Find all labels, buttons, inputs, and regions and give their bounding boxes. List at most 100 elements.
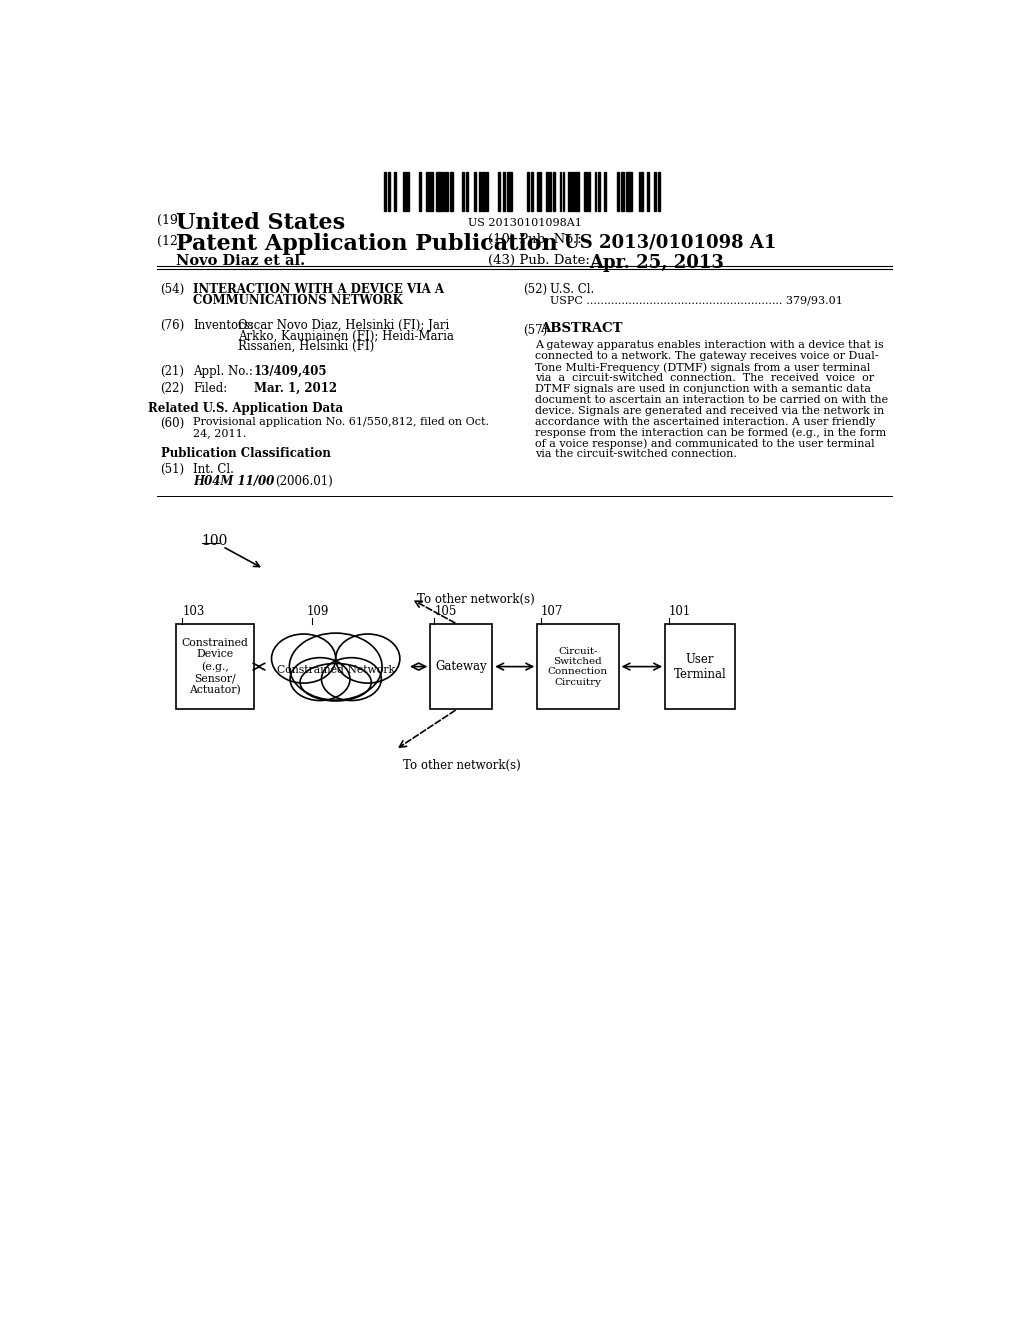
Bar [264, 622, 407, 711]
Bar [451, 173, 453, 211]
Text: US 2013/0101098 A1: US 2013/0101098 A1 [563, 234, 776, 251]
Bar [617, 173, 618, 211]
Text: 105: 105 [434, 605, 457, 618]
Text: (51): (51) [161, 462, 184, 475]
Text: response from the interaction can be formed (e.g., in the form: response from the interaction can be for… [535, 428, 886, 438]
Bar [388, 173, 390, 211]
Bar [403, 173, 406, 211]
Text: ABSTRACT: ABSTRACT [540, 322, 623, 335]
Bar [462, 173, 464, 211]
Bar [482, 173, 484, 211]
Text: United States: United States [176, 211, 345, 234]
Bar [503, 173, 505, 211]
Text: 103: 103 [182, 605, 205, 618]
Text: Tone Multi-Frequency (DTMF) signals from a user terminal: Tone Multi-Frequency (DTMF) signals from… [535, 362, 870, 372]
Text: (54): (54) [161, 284, 184, 296]
Bar [474, 173, 476, 211]
Text: (43) Pub. Date:: (43) Pub. Date: [488, 253, 590, 267]
Text: Oscar Novo Diaz, Helsinki (FI); Jari: Oscar Novo Diaz, Helsinki (FI); Jari [238, 318, 450, 331]
Bar [176, 624, 254, 709]
Bar [621, 173, 624, 211]
Bar [665, 624, 735, 709]
Text: U.S. Cl.: U.S. Cl. [550, 284, 595, 296]
Bar [445, 173, 449, 211]
Bar [538, 624, 618, 709]
Bar [654, 173, 655, 211]
Text: (60): (60) [161, 417, 184, 430]
Text: (76): (76) [161, 318, 184, 331]
Bar [435, 173, 437, 211]
Bar [420, 173, 421, 211]
Text: document to ascertain an interaction to be carried on with the: document to ascertain an interaction to … [535, 395, 888, 405]
Text: 24, 2011.: 24, 2011. [194, 428, 247, 438]
Text: Gateway: Gateway [435, 660, 487, 673]
Bar [507, 173, 509, 211]
Text: User
Terminal: User Terminal [674, 652, 726, 681]
Bar [531, 173, 534, 211]
Text: via  a  circuit-switched  connection.  The  received  voice  or: via a circuit-switched connection. The r… [535, 374, 874, 383]
Bar [598, 173, 600, 211]
Bar [568, 173, 570, 211]
Text: Appl. No.:: Appl. No.: [194, 364, 253, 378]
Text: (2006.01): (2006.01) [275, 475, 333, 488]
Text: Apr. 25, 2013: Apr. 25, 2013 [589, 253, 724, 272]
Text: Mar. 1, 2012: Mar. 1, 2012 [254, 381, 337, 395]
Text: Inventors:: Inventors: [194, 318, 254, 331]
Bar [547, 173, 549, 211]
Text: Constrained
Device
(e.g.,
Sensor/
Actuator): Constrained Device (e.g., Sensor/ Actuat… [181, 638, 248, 696]
Bar [407, 173, 409, 211]
Text: (57): (57) [523, 323, 548, 337]
Text: connected to a network. The gateway receives voice or Dual-: connected to a network. The gateway rece… [535, 351, 879, 362]
Text: INTERACTION WITH A DEVICE VIA A: INTERACTION WITH A DEVICE VIA A [194, 284, 444, 296]
Text: (21): (21) [161, 364, 184, 378]
Text: 107: 107 [541, 605, 563, 618]
Text: Related U.S. Application Data: Related U.S. Application Data [148, 401, 343, 414]
Bar [572, 173, 574, 211]
Text: US 20130101098A1: US 20130101098A1 [468, 218, 582, 228]
Bar [498, 173, 500, 211]
Bar [658, 173, 660, 211]
Bar [641, 173, 643, 211]
Ellipse shape [271, 634, 336, 684]
Bar [630, 173, 632, 211]
Text: Constrained Network: Constrained Network [276, 665, 395, 676]
Text: (22): (22) [161, 381, 184, 395]
Bar [539, 173, 541, 211]
Bar [486, 173, 488, 211]
Text: A gateway apparatus enables interaction with a device that is: A gateway apparatus enables interaction … [535, 341, 884, 350]
Bar [627, 173, 629, 211]
Bar [479, 173, 481, 211]
Bar [430, 173, 432, 211]
Text: device. Signals are generated and received via the network in: device. Signals are generated and receiv… [535, 405, 884, 416]
Ellipse shape [300, 664, 372, 701]
Text: Rissanen, Helsinki (FI): Rissanen, Helsinki (FI) [238, 341, 375, 354]
Text: (10) Pub. No.:: (10) Pub. No.: [488, 234, 582, 246]
Bar [563, 173, 564, 211]
Bar [437, 173, 439, 211]
Text: COMMUNICATIONS NETWORK: COMMUNICATIONS NETWORK [194, 294, 403, 308]
Text: Circuit-
Switched
Connection
Circuitry: Circuit- Switched Connection Circuitry [548, 647, 608, 686]
Bar [440, 173, 442, 211]
Text: 13/409,405: 13/409,405 [254, 364, 327, 378]
Text: DTMF signals are used in conjunction with a semantic data: DTMF signals are used in conjunction wit… [535, 384, 870, 393]
Text: 100: 100 [202, 535, 228, 548]
Ellipse shape [290, 634, 382, 700]
Bar [647, 173, 649, 211]
Text: via the circuit-switched connection.: via the circuit-switched connection. [535, 449, 736, 459]
Bar [553, 173, 555, 211]
Text: Publication Classification: Publication Classification [161, 447, 331, 461]
Bar [604, 173, 606, 211]
Text: H04M 11/00: H04M 11/00 [194, 475, 274, 488]
Text: To other network(s): To other network(s) [417, 593, 535, 606]
Ellipse shape [322, 657, 381, 701]
Text: Int. Cl.: Int. Cl. [194, 462, 233, 475]
Bar [426, 173, 429, 211]
Bar [585, 173, 587, 211]
Bar [509, 173, 512, 211]
Ellipse shape [290, 657, 350, 701]
Text: (19): (19) [158, 214, 183, 227]
Text: (12): (12) [158, 235, 183, 248]
Text: 101: 101 [669, 605, 691, 618]
Bar [394, 173, 396, 211]
Text: Filed:: Filed: [194, 381, 227, 395]
